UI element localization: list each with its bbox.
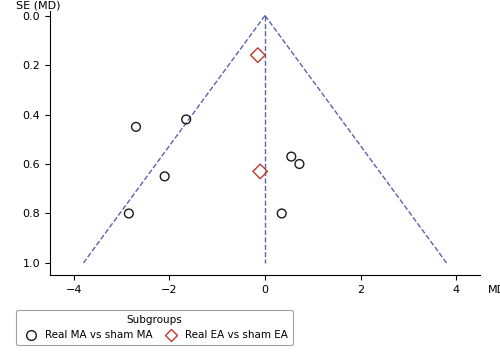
Point (296, 161, 304, 167)
Point (288, 154, 296, 160)
Point (132, 124, 140, 130)
Legend: Real MA vs sham MA, Real EA vs sham EA: Real MA vs sham MA, Real EA vs sham EA (16, 310, 293, 345)
Point (254, 52, 262, 58)
Point (160, 174, 168, 179)
Y-axis label: SE (MD): SE (MD) (16, 1, 60, 11)
Point (125, 211, 133, 216)
Point (256, 169, 264, 174)
Point (182, 116, 190, 122)
Point (278, 211, 285, 216)
X-axis label: MD: MD (488, 285, 500, 295)
